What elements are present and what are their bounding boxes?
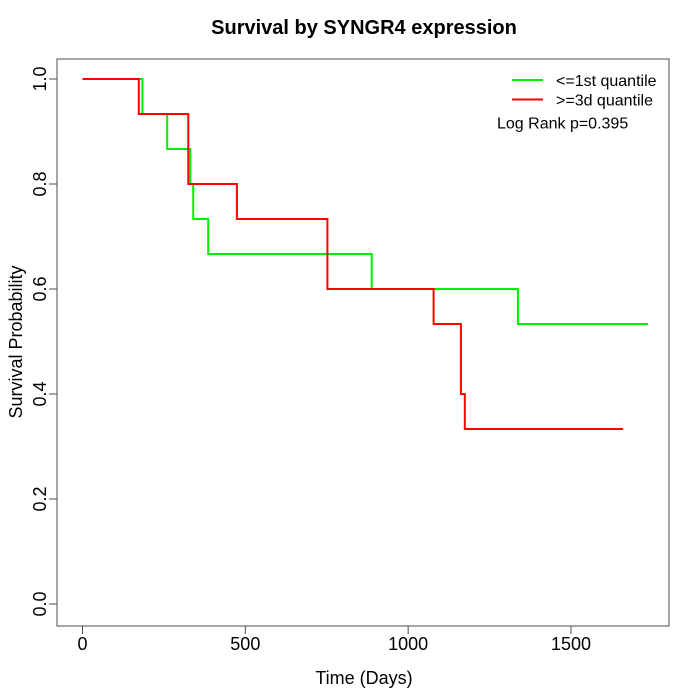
y-tick-label: 0.6 [30, 276, 50, 301]
x-tick-label: 1500 [551, 634, 591, 654]
plot-frame [56, 58, 670, 627]
x-tick-label: 0 [77, 634, 87, 654]
logrank-annotation: Log Rank p=0.395 [497, 116, 628, 133]
chart-title: Survival by SYNGR4 expression [211, 17, 517, 39]
axis-ticks: 0 500 1000 1500 0.0 0.2 0.4 0.6 0.8 1.0 [30, 66, 591, 654]
y-tick-label: 0.4 [30, 381, 50, 406]
y-tick-label: 0.0 [30, 591, 50, 616]
y-tick-label: 1.0 [30, 66, 50, 91]
survival-curve-high-quantile [82, 78, 624, 430]
legend-label-high-quantile: >=3d quantile [556, 93, 653, 110]
y-axis-label: Survival Probability [6, 265, 26, 418]
y-tick-label: 0.8 [30, 171, 50, 196]
legend-label-low-quantile: <=1st quantile [556, 73, 657, 90]
x-axis-label: Time (Days) [315, 668, 412, 688]
x-tick-label: 1000 [388, 634, 428, 654]
x-tick-label: 500 [230, 634, 260, 654]
legend: <=1st quantile >=3d quantile Log Rank p=… [497, 73, 657, 133]
survival-curves [82, 78, 648, 430]
y-tick-label: 0.2 [30, 486, 50, 511]
